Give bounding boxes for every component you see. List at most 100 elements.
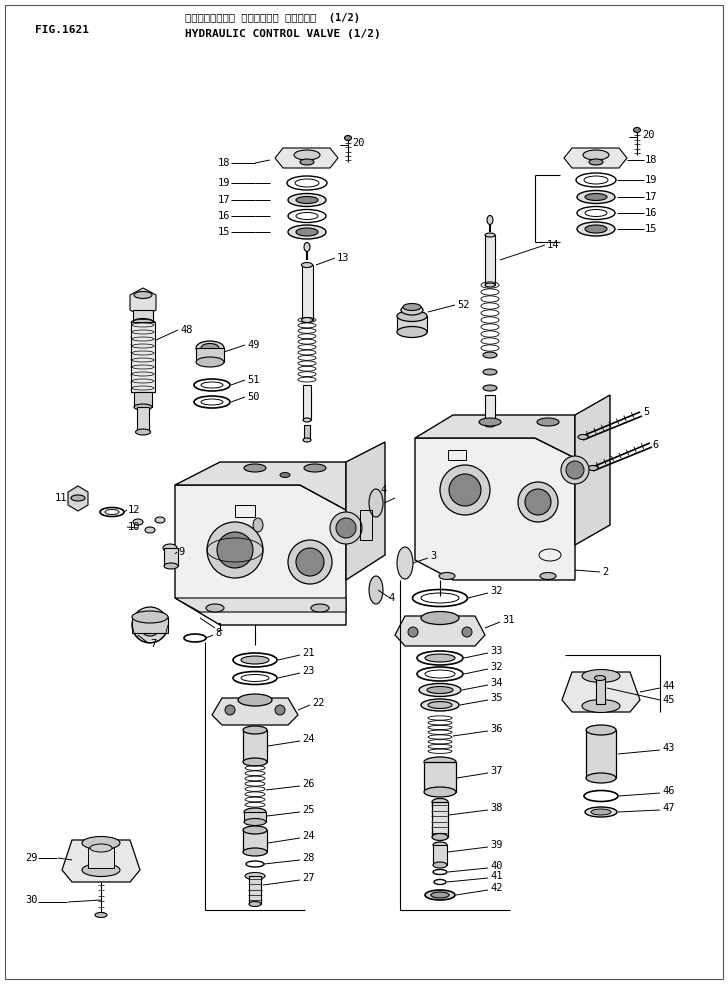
Ellipse shape (134, 291, 152, 298)
Text: 24: 24 (302, 734, 314, 744)
Ellipse shape (245, 873, 265, 880)
Text: 26: 26 (302, 779, 314, 789)
Polygon shape (212, 698, 298, 725)
Polygon shape (415, 415, 575, 458)
Ellipse shape (585, 225, 607, 233)
Circle shape (462, 627, 472, 637)
Ellipse shape (301, 263, 312, 268)
Text: 36: 36 (490, 724, 502, 734)
Bar (397, 316, 427, 332)
Text: 4: 4 (388, 593, 395, 603)
Ellipse shape (241, 656, 269, 664)
Text: 14: 14 (547, 240, 560, 250)
Circle shape (408, 627, 418, 637)
Ellipse shape (244, 808, 266, 816)
Bar (303, 385, 311, 420)
Ellipse shape (483, 369, 497, 375)
Bar (432, 802, 448, 837)
Bar (134, 392, 152, 407)
Ellipse shape (397, 311, 427, 322)
Bar (137, 407, 149, 432)
Bar (360, 510, 372, 540)
Ellipse shape (95, 912, 107, 917)
Ellipse shape (196, 357, 224, 367)
Bar (485, 395, 495, 425)
Ellipse shape (578, 435, 588, 440)
Text: 31: 31 (502, 615, 515, 625)
Ellipse shape (419, 684, 461, 697)
Circle shape (440, 465, 490, 515)
Bar (249, 876, 261, 904)
Ellipse shape (633, 128, 641, 133)
Ellipse shape (132, 611, 168, 623)
Bar (243, 830, 267, 852)
Ellipse shape (82, 836, 120, 849)
Text: 42: 42 (490, 883, 502, 893)
Text: 1: 1 (217, 623, 223, 633)
Text: 16: 16 (218, 211, 231, 221)
Polygon shape (275, 148, 338, 168)
Text: 24: 24 (302, 831, 314, 841)
Bar (196, 348, 224, 362)
Ellipse shape (196, 341, 224, 355)
Ellipse shape (369, 576, 383, 604)
Ellipse shape (439, 573, 455, 580)
Text: 23: 23 (302, 666, 314, 676)
Circle shape (132, 607, 168, 643)
Ellipse shape (134, 404, 152, 410)
Ellipse shape (243, 726, 267, 734)
Text: 32: 32 (490, 662, 502, 672)
Ellipse shape (588, 465, 598, 470)
Ellipse shape (243, 826, 267, 834)
Text: 49: 49 (247, 340, 259, 350)
Text: 30: 30 (25, 895, 38, 905)
Ellipse shape (479, 418, 501, 426)
Ellipse shape (427, 687, 453, 694)
Text: 18: 18 (218, 158, 231, 168)
Text: 22: 22 (312, 698, 325, 708)
Circle shape (336, 518, 356, 538)
Ellipse shape (238, 694, 272, 706)
Bar (88, 848, 114, 868)
Circle shape (296, 548, 324, 576)
Text: 35: 35 (490, 693, 502, 703)
Ellipse shape (164, 563, 178, 569)
Text: 20: 20 (642, 130, 654, 140)
Ellipse shape (585, 194, 607, 201)
Polygon shape (68, 486, 88, 511)
Text: 41: 41 (490, 871, 502, 881)
Text: 40: 40 (490, 861, 502, 871)
Text: 19: 19 (645, 175, 657, 185)
Ellipse shape (300, 159, 314, 165)
Circle shape (561, 456, 589, 484)
Text: 29: 29 (25, 853, 38, 863)
Bar (131, 322, 155, 392)
Bar (433, 845, 447, 865)
Bar (586, 730, 616, 778)
Text: ハイドロリック コントロール バルブ  (1/2): ハイドロリック コントロール バルブ (1/2) (185, 13, 360, 23)
Text: 43: 43 (662, 743, 675, 753)
Text: 32: 32 (490, 586, 502, 596)
Text: 16: 16 (645, 208, 657, 218)
Ellipse shape (253, 518, 263, 532)
Ellipse shape (82, 864, 120, 877)
Text: 2: 2 (602, 567, 609, 577)
Bar (164, 548, 178, 566)
Bar (132, 617, 168, 633)
Text: 34: 34 (490, 678, 502, 688)
Polygon shape (175, 485, 346, 625)
Text: 44: 44 (662, 681, 675, 691)
Ellipse shape (428, 702, 452, 708)
Ellipse shape (403, 303, 421, 311)
Bar (244, 812, 266, 822)
Ellipse shape (577, 191, 615, 204)
Ellipse shape (433, 862, 447, 868)
Ellipse shape (243, 758, 267, 766)
Ellipse shape (540, 573, 556, 580)
Text: 51: 51 (247, 375, 259, 385)
Bar (304, 425, 310, 440)
Circle shape (207, 522, 263, 578)
Text: 27: 27 (302, 873, 314, 883)
Text: 46: 46 (662, 786, 675, 796)
Text: 47: 47 (662, 803, 675, 813)
